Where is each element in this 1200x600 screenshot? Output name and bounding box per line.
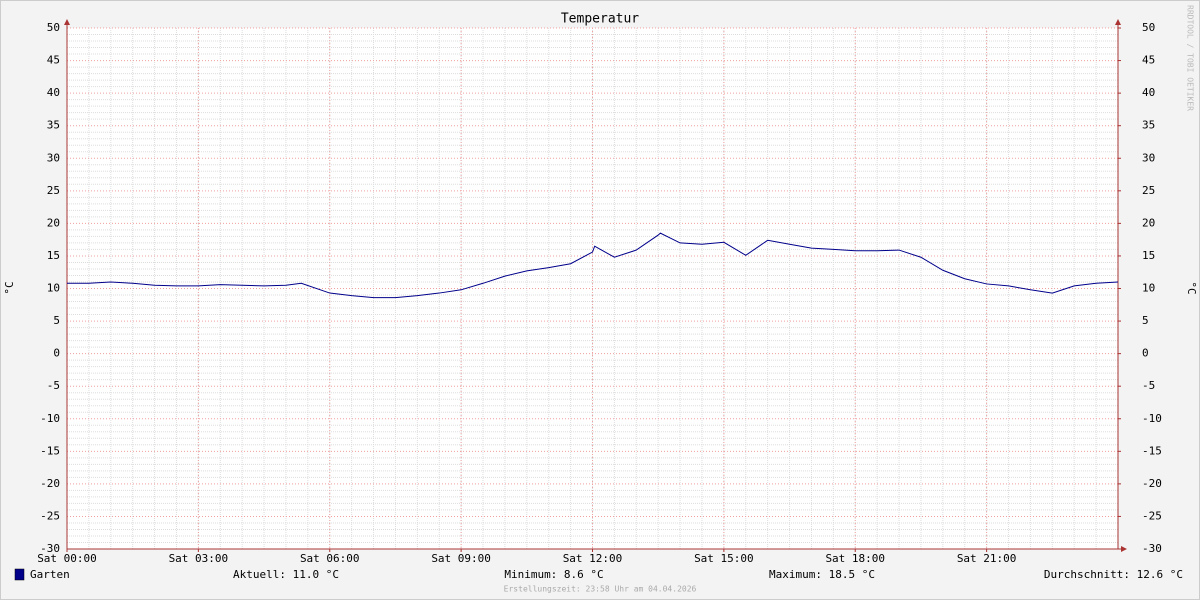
y2-tick-label: 45 (1142, 54, 1155, 67)
legend-swatch (14, 568, 25, 581)
y-tick-label: 5 (53, 314, 60, 327)
y2-tick-label: -15 (1142, 444, 1162, 457)
legend-stat: Durchschnitt: 12.6 °C (1044, 568, 1183, 581)
y-tick-label: -20 (40, 477, 60, 490)
y2-tick-label: 30 (1142, 151, 1155, 164)
y-tick-label: -25 (40, 509, 60, 522)
y-tick-label: -30 (40, 542, 60, 555)
x-tick-label: Sat 00:00 (37, 552, 97, 565)
y-tick-label: -10 (40, 412, 60, 425)
y-tick-label: 25 (47, 184, 60, 197)
y2-tick-label: -20 (1142, 477, 1162, 490)
y2-tick-label: 25 (1142, 184, 1155, 197)
x-tick-label: Sat 06:00 (300, 552, 360, 565)
x-tick-label: Sat 15:00 (694, 552, 754, 565)
y-tick-label: 40 (47, 86, 60, 99)
y-tick-label: 20 (47, 216, 60, 229)
grid (66, 27, 1118, 550)
y2-axis-label: °C (1185, 281, 1198, 294)
y-tick-label: -5 (47, 379, 60, 392)
y2-tick-label: 40 (1142, 86, 1155, 99)
y2-tick-label: -25 (1142, 509, 1162, 522)
y-tick-label: 30 (47, 151, 60, 164)
y-tick-label: 10 (47, 282, 60, 295)
y2-tick-label: 50 (1142, 21, 1155, 34)
arrow (64, 19, 70, 25)
y2-tick-label: -10 (1142, 412, 1162, 425)
legend-stat: Maximum: 18.5 °C (769, 568, 875, 581)
arrow (1121, 546, 1127, 552)
legend-label: Garten (30, 568, 70, 581)
y2-tick-label: -5 (1142, 379, 1155, 392)
data-line (67, 232, 1119, 299)
x-tick-label: Sat 18:00 (825, 552, 885, 565)
footer: Erstellungszeit: 23:58 Uhr am 04.04.2026 (504, 585, 697, 594)
y-tick-label: 15 (47, 249, 60, 262)
y-tick-label: -15 (40, 444, 60, 457)
x-tick-label: Sat 12:00 (563, 552, 623, 565)
y2-tick-label: 15 (1142, 249, 1155, 262)
y2-tick-label: -30 (1142, 542, 1162, 555)
y2-tick-label: 5 (1142, 314, 1149, 327)
x-tick-label: Sat 09:00 (431, 552, 491, 565)
x-tick-label: Sat 03:00 (169, 552, 229, 565)
y-tick-label: 45 (47, 54, 60, 67)
legend-stat: Aktuell: 11.0 °C (233, 568, 339, 581)
x-tick-label: Sat 21:00 (957, 552, 1017, 565)
chart-title: Temperatur (561, 12, 639, 27)
watermark: RRDTOOL / TOBI OETIKER (1186, 5, 1195, 111)
arrow (1115, 19, 1121, 25)
y2-tick-label: 20 (1142, 216, 1155, 229)
y-axis-label: °C (3, 281, 16, 294)
y-tick-label: 35 (47, 119, 60, 132)
y-tick-label: 50 (47, 21, 60, 34)
y2-tick-label: 10 (1142, 282, 1155, 295)
legend-stat: Minimum: 8.6 °C (504, 568, 603, 581)
y2-tick-label: 0 (1142, 347, 1149, 360)
y-tick-label: 0 (53, 347, 60, 360)
y2-tick-label: 35 (1142, 119, 1155, 132)
